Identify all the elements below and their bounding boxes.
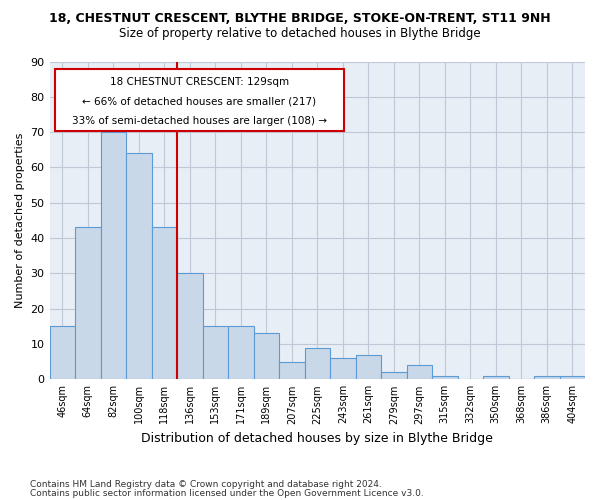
Bar	[126, 154, 152, 380]
Bar	[228, 326, 254, 380]
Bar	[203, 326, 228, 380]
Text: ← 66% of detached houses are smaller (217): ← 66% of detached houses are smaller (21…	[82, 96, 317, 106]
Bar	[560, 376, 585, 380]
Bar	[432, 376, 458, 380]
Bar	[407, 365, 432, 380]
Y-axis label: Number of detached properties: Number of detached properties	[15, 132, 25, 308]
Bar	[483, 376, 509, 380]
Text: 18 CHESTNUT CRESCENT: 129sqm: 18 CHESTNUT CRESCENT: 129sqm	[110, 78, 289, 88]
Bar	[101, 132, 126, 380]
Bar	[152, 228, 177, 380]
FancyBboxPatch shape	[55, 70, 344, 132]
Bar	[279, 362, 305, 380]
Bar	[330, 358, 356, 380]
Text: Size of property relative to detached houses in Blythe Bridge: Size of property relative to detached ho…	[119, 28, 481, 40]
Bar	[177, 274, 203, 380]
Text: 18, CHESTNUT CRESCENT, BLYTHE BRIDGE, STOKE-ON-TRENT, ST11 9NH: 18, CHESTNUT CRESCENT, BLYTHE BRIDGE, ST…	[49, 12, 551, 26]
Bar	[381, 372, 407, 380]
Bar	[50, 326, 75, 380]
Text: Contains HM Land Registry data © Crown copyright and database right 2024.: Contains HM Land Registry data © Crown c…	[30, 480, 382, 489]
Bar	[254, 334, 279, 380]
Bar	[75, 228, 101, 380]
Bar	[305, 348, 330, 380]
X-axis label: Distribution of detached houses by size in Blythe Bridge: Distribution of detached houses by size …	[142, 432, 493, 445]
Bar	[356, 354, 381, 380]
Text: 33% of semi-detached houses are larger (108) →: 33% of semi-detached houses are larger (…	[72, 116, 327, 126]
Bar	[534, 376, 560, 380]
Text: Contains public sector information licensed under the Open Government Licence v3: Contains public sector information licen…	[30, 489, 424, 498]
